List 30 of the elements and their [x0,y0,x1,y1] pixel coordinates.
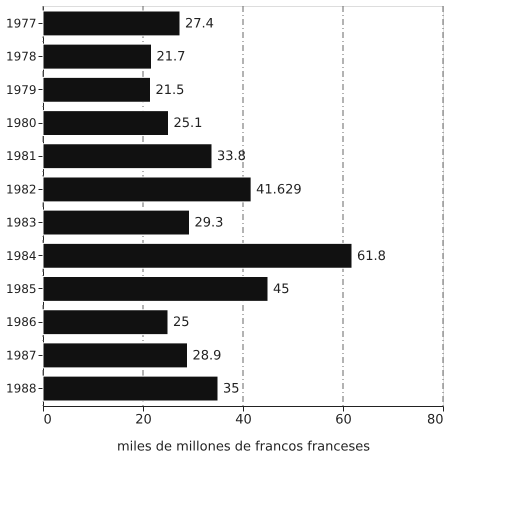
y-tick-label: 1986 [6,315,36,330]
x-tick-label: 20 [135,412,152,428]
y-tick-label: 1981 [6,149,36,164]
y-tick-label: 1982 [6,182,36,196]
data-label: 28.9 [192,348,222,364]
data-label: 29.3 [194,216,224,231]
x-axis-title: miles de millones de francos franceses [116,440,370,454]
x-tick-label: 80 [426,412,444,428]
data-label: 21.5 [156,82,184,98]
y-tick-label: 1983 [6,216,36,230]
y-tick-label: 1977 [6,16,36,30]
data-label: 61.8 [357,248,386,264]
data-label: 21.7 [156,50,186,65]
data-label: 35 [223,382,240,397]
y-tick-label: 1985 [6,282,36,296]
x-tick-label: 40 [235,412,252,428]
y-tick-label: 1988 [6,382,36,396]
y-tick-label: 1978 [6,50,36,64]
data-label: 33.8 [217,149,246,164]
y-tick-label: 1984 [6,248,36,263]
y-tick-label: 1979 [6,82,36,97]
data-label: 25.1 [174,116,202,132]
data-label: 41.629 [256,182,302,198]
y-tick-label: 1980 [6,116,36,130]
data-label: 27.4 [185,16,214,32]
y-tick-label: 1987 [6,348,36,362]
data-label: 25 [173,315,190,330]
data-label: 45 [273,282,290,297]
x-tick-label: 0 [44,412,52,428]
x-tick-label: 60 [335,412,352,428]
